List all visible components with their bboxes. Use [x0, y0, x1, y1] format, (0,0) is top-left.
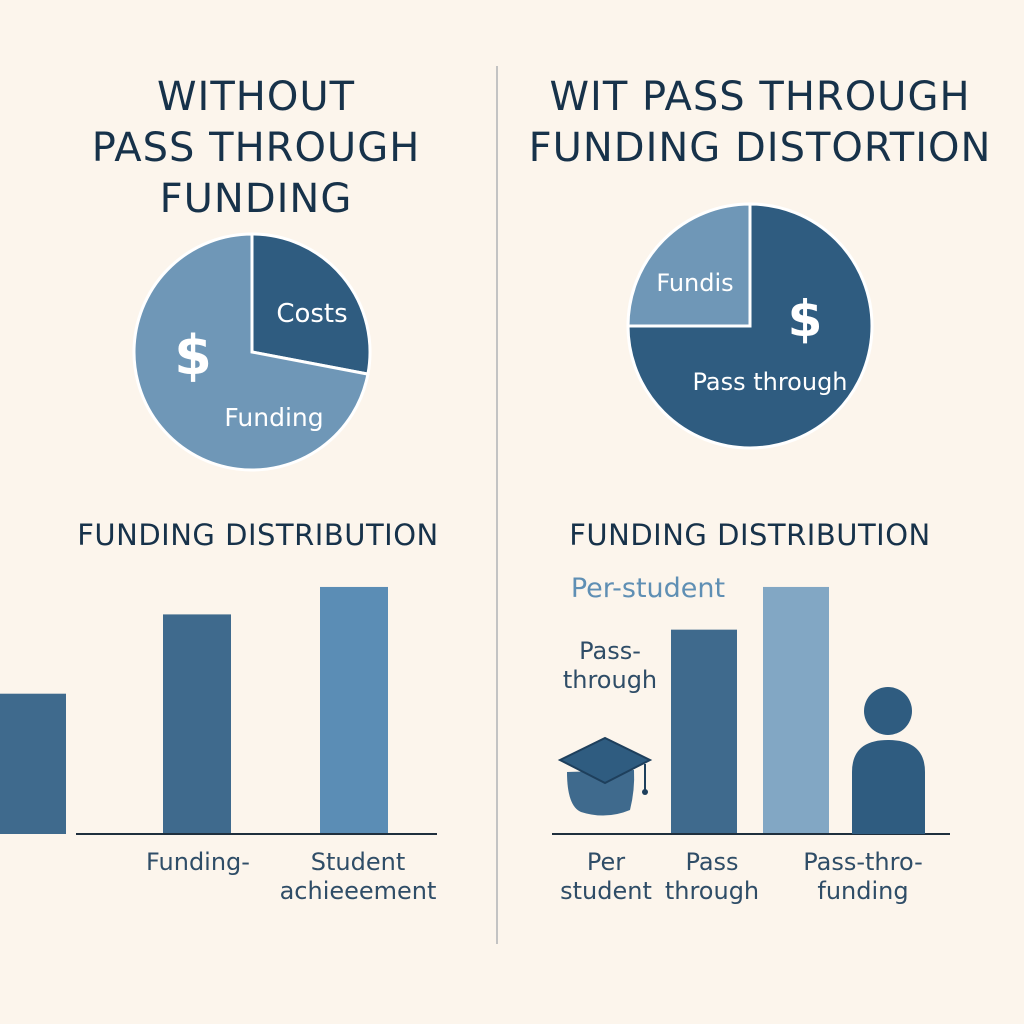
right-bar-label-pass-thro-funding: Pass-thro- funding: [788, 848, 938, 906]
pass-through-annotation: Pass- through: [550, 637, 670, 695]
right-bar-title: FUNDING DISTRIBUTION: [569, 518, 931, 552]
right-bar-3: [0, 693, 66, 834]
graduation-cap-icon: [557, 736, 653, 816]
right-bar-label-pass-through: Pass through: [656, 848, 768, 906]
bar-chart-left: [163, 586, 388, 834]
bar-chart-right: [0, 586, 829, 834]
pie-right-pass-through-label: Pass through: [692, 368, 848, 396]
left-bar-label-student-line-2: achieeement: [279, 877, 437, 905]
pie-chart-without-pass-through: [132, 232, 372, 472]
center-divider: [496, 66, 498, 944]
right-bar-label-pass-through-line-1: Pass: [685, 848, 739, 876]
left-bar-label-funding: Funding-: [132, 848, 264, 877]
left-bar-2: [320, 586, 388, 834]
right-bar-1: [671, 629, 737, 834]
right-bar-label-per-student-line-2: student: [560, 877, 652, 905]
left-title: WITHOUT PASS THROUGH FUNDING: [56, 72, 456, 225]
left-title-line-2: PASS THROUGH: [91, 125, 421, 171]
left-title-line-1: WITHOUT: [156, 74, 356, 120]
left-title-line-3: FUNDING: [159, 176, 353, 222]
right-title-line-1: WIT PASS THROUGH: [549, 74, 971, 120]
pie-left-slice-costs: [250, 232, 372, 376]
right-bar-label-per-student: Per student: [550, 848, 662, 906]
pie-left-funding-label: Funding: [224, 403, 324, 432]
pie-left-dollar-icon: $: [174, 324, 212, 387]
right-bar-label-pass-through-line-2: through: [664, 877, 760, 905]
left-bar-title: FUNDING DISTRIBUTION: [77, 518, 439, 552]
per-student-annotation: Per-student: [570, 573, 726, 604]
right-bar-label-per-student-line-1: Per: [586, 848, 626, 876]
pie-chart-with-pass-through: [626, 202, 874, 450]
right-bar-label-pass-thro-funding-line-2: funding: [817, 877, 909, 905]
pie-right-funds-label: Fundis: [656, 269, 734, 297]
pass-through-annotation-line-1: Pass-: [579, 637, 641, 665]
right-bar-label-pass-thro-funding-line-1: Pass-thro-: [803, 848, 923, 876]
left-bar-label-student-line-1: Student: [310, 848, 406, 876]
right-title: WIT PASS THROUGH FUNDING DISTORTION: [520, 72, 1000, 174]
right-bar-2: [763, 586, 829, 834]
left-bar-label-funding-line-1: Funding-: [146, 848, 250, 876]
pie-left-costs-label: Costs: [276, 299, 348, 329]
left-bar-1: [163, 614, 231, 834]
pass-through-annotation-line-2: through: [562, 666, 658, 694]
pie-right-dollar-icon: $: [787, 290, 823, 348]
right-title-line-2: FUNDING DISTORTION: [528, 125, 992, 171]
left-bar-label-student: Student achieeement: [272, 848, 444, 906]
pie-right-slice-fundis: [626, 202, 752, 328]
person-icon: [852, 687, 925, 834]
pie-left-slice-funding: [132, 232, 370, 472]
